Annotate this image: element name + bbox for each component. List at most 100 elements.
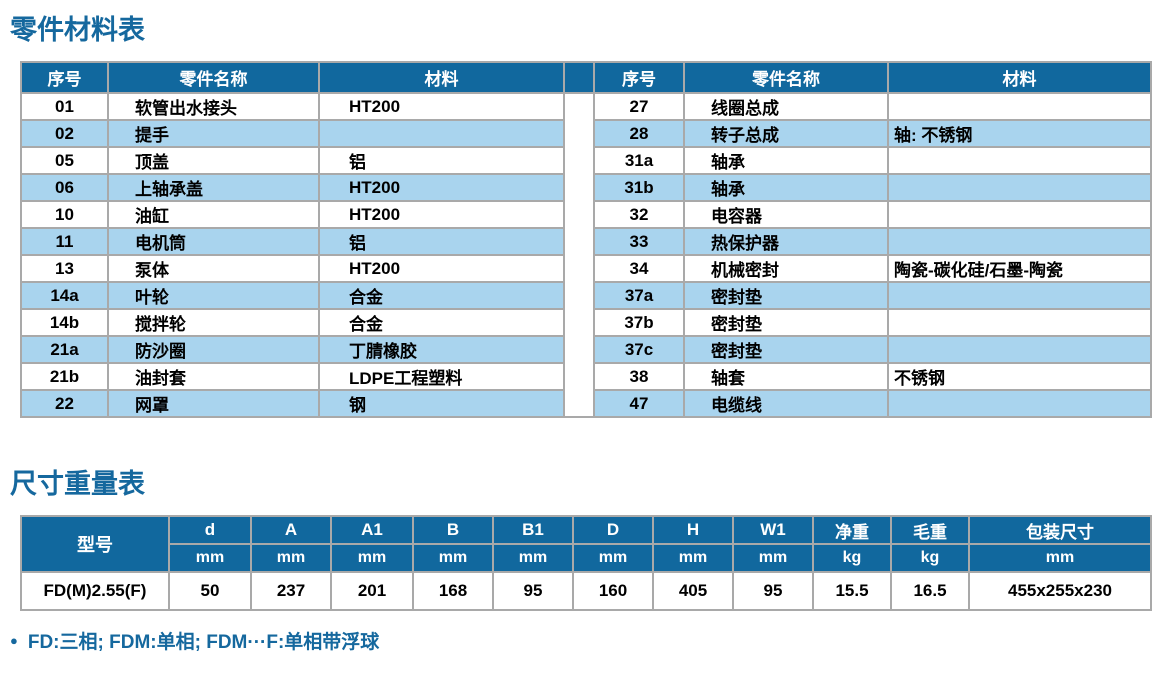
parts-material-table: 序号 零件名称 材料 序号 零件名称 材料 01 软管出水接头 HT200 27 线圈总…: [20, 61, 1152, 418]
part-no-cell: 13: [20, 254, 109, 283]
part-material-cell: [887, 200, 1152, 229]
part-no-cell: 37b: [593, 308, 685, 337]
part-no-cell: 28: [593, 119, 685, 148]
dim-value-cell: 455x255x230: [968, 571, 1152, 611]
part-name-cell: 电机筒: [107, 227, 320, 256]
dim-value-cell: 237: [250, 571, 332, 611]
col-header-material-left: 材料: [318, 61, 565, 94]
part-no-cell: 14a: [20, 281, 109, 310]
col-header-name-right: 零件名称: [683, 61, 889, 94]
part-material-cell: HT200: [318, 200, 565, 229]
dim-value-cell: 95: [732, 571, 814, 611]
dim-col-header: H: [652, 515, 734, 545]
dim-value-cell: 405: [652, 571, 734, 611]
table-row: 14b 搅拌轮 合金 37b 密封垫: [20, 308, 1152, 337]
dim-unit-cell: mm: [250, 543, 332, 573]
table-row: 11 电机筒铝 33 热保护器: [20, 227, 1152, 256]
part-name-cell: 提手: [107, 119, 320, 148]
part-no-cell: 31a: [593, 146, 685, 175]
dim-unit-cell: kg: [812, 543, 892, 573]
part-name-cell: 密封垫: [683, 308, 889, 337]
dim-value-cell: 160: [572, 571, 654, 611]
part-material-cell: 轴: 不锈钢: [887, 119, 1152, 148]
dimensions-weight-table: 型号 d A A1 B B1 D H W1 净重 毛重 包装尺寸 mm mm mm mm mm mm mm mm k…: [20, 515, 1152, 611]
dim-col-header: B1: [492, 515, 574, 545]
dim-unit-cell: mm: [492, 543, 574, 573]
dim-value-cell: 50: [168, 571, 252, 611]
part-name-cell: 机械密封: [683, 254, 889, 283]
part-name-cell: 线圈总成: [683, 92, 889, 121]
part-name-cell: 轴套: [683, 362, 889, 391]
part-no-cell: 34: [593, 254, 685, 283]
part-material-cell: 合金: [318, 308, 565, 337]
col-header-material-right: 材料: [887, 61, 1152, 94]
part-name-cell: 上轴承盖: [107, 173, 320, 202]
col-header-model: 型号: [20, 515, 170, 573]
dim-value-cell: 95: [492, 571, 574, 611]
part-material-cell: [887, 308, 1152, 337]
part-name-cell: 网罩: [107, 389, 320, 418]
dimensions-header-row-labels: 型号 d A A1 B B1 D H W1 净重 毛重 包装尺寸: [20, 515, 1152, 573]
model-cell: FD(M)2.55(F): [20, 571, 170, 611]
dim-value-cell: 201: [330, 571, 414, 611]
part-no-cell: 37c: [593, 335, 685, 364]
table-row: FD(M)2.55(F) 50 237 201 168 95 160 405 95 15.5 16.…: [20, 571, 1152, 611]
part-no-cell: 14b: [20, 308, 109, 337]
part-no-cell: 10: [20, 200, 109, 229]
part-material-cell: 丁腈橡胶: [318, 335, 565, 364]
dim-unit-cell: mm: [572, 543, 654, 573]
dim-unit-cell: mm: [412, 543, 494, 573]
dim-unit-cell: mm: [168, 543, 252, 573]
part-material-cell: 陶瓷-碳化硅/石墨-陶瓷: [887, 254, 1152, 283]
part-material-cell: 钢: [318, 389, 565, 418]
part-no-cell: 38: [593, 362, 685, 391]
part-no-cell: 21b: [20, 362, 109, 391]
table-row: 21b 油封套 LDPE工程塑料 38 轴套 不锈钢: [20, 362, 1152, 391]
table-row: 05 顶盖铝 31a 轴承: [20, 146, 1152, 175]
dim-unit-cell: mm: [732, 543, 814, 573]
part-name-cell: 软管出水接头: [107, 92, 320, 121]
part-name-cell: 密封垫: [683, 335, 889, 364]
parts-table-header-row: 序号 零件名称 材料 序号 零件名称 材料: [20, 61, 1152, 94]
part-no-cell: 21a: [20, 335, 109, 364]
spacer-cell: [563, 92, 595, 418]
part-name-cell: 油封套: [107, 362, 320, 391]
part-material-cell: [887, 281, 1152, 310]
part-no-cell: 06: [20, 173, 109, 202]
part-name-cell: 轴承: [683, 146, 889, 175]
part-material-cell: [318, 119, 565, 148]
part-material-cell: [887, 92, 1152, 121]
dim-unit-cell: mm: [652, 543, 734, 573]
part-material-cell: [887, 173, 1152, 202]
dim-col-header: 毛重: [890, 515, 970, 545]
part-material-cell: [887, 389, 1152, 418]
part-name-cell: 顶盖: [107, 146, 320, 175]
parts-table-title: 零件材料表: [10, 15, 145, 45]
part-name-cell: 密封垫: [683, 281, 889, 310]
dim-col-header: d: [168, 515, 252, 545]
part-name-cell: 轴承: [683, 173, 889, 202]
part-material-cell: LDPE工程塑料: [318, 362, 565, 391]
part-material-cell: 铝: [318, 227, 565, 256]
part-name-cell: 防沙圈: [107, 335, 320, 364]
part-material-cell: HT200: [318, 173, 565, 202]
part-no-cell: 37a: [593, 281, 685, 310]
part-material-cell: HT200: [318, 92, 565, 121]
dim-unit-cell: mm: [968, 543, 1152, 573]
col-header-no-left: 序号: [20, 61, 109, 94]
part-no-cell: 31b: [593, 173, 685, 202]
dim-col-header: 包装尺寸: [968, 515, 1152, 545]
table-row: 10 油缸 HT200 32 电容器: [20, 200, 1152, 229]
dim-col-header: W1: [732, 515, 814, 545]
part-name-cell: 转子总成: [683, 119, 889, 148]
dim-value-cell: 15.5: [812, 571, 892, 611]
part-name-cell: 油缸: [107, 200, 320, 229]
part-no-cell: 22: [20, 389, 109, 418]
col-header-name-left: 零件名称: [107, 61, 320, 94]
dim-value-cell: 168: [412, 571, 494, 611]
part-no-cell: 01: [20, 92, 109, 121]
bullet-icon: ●: [10, 633, 18, 648]
dim-unit-cell: kg: [890, 543, 970, 573]
part-name-cell: 搅拌轮: [107, 308, 320, 337]
col-header-no-right: 序号: [593, 61, 685, 94]
